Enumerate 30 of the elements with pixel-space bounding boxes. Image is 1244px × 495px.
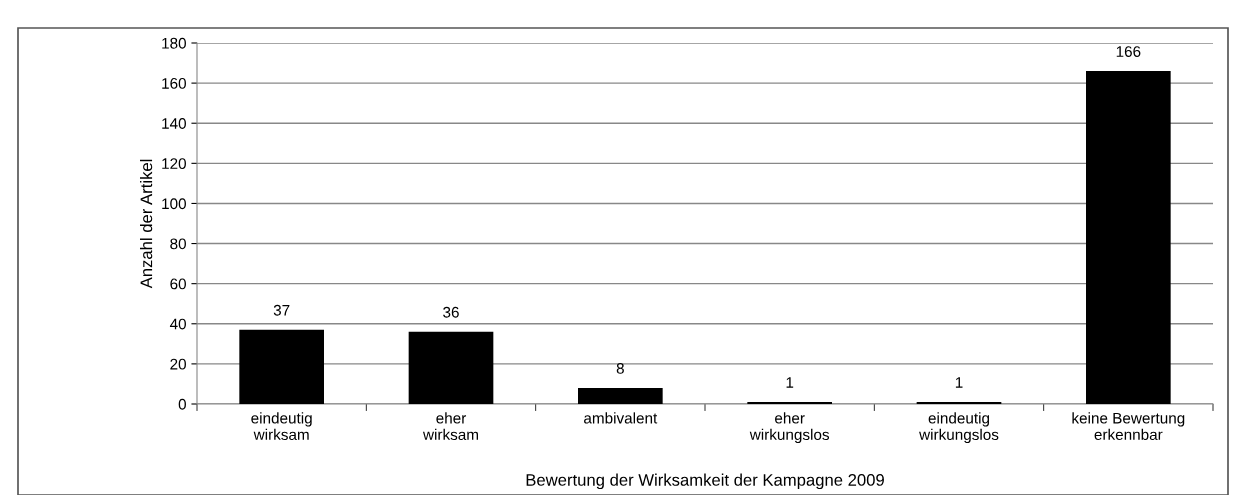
- data-label: 1: [955, 377, 963, 388]
- y-tick-label: 100: [162, 198, 186, 210]
- bar: [578, 387, 663, 404]
- x-tick-label: eher wirkungslos: [749, 412, 830, 444]
- y-tick-label: 140: [162, 118, 186, 129]
- data-label: 1: [786, 377, 794, 388]
- bar: [747, 401, 832, 404]
- y-tick-label: 0: [178, 398, 186, 410]
- y-tick-label: 60: [170, 278, 186, 290]
- data-label: 36: [443, 306, 459, 318]
- bar: [239, 329, 324, 404]
- y-tick-label: 180: [162, 37, 186, 49]
- x-tick-label: keine Bewertung erkennbar: [1072, 412, 1185, 441]
- bar: [916, 401, 1002, 404]
- y-tick-label: 20: [170, 358, 186, 370]
- x-tick-label: ambivalent: [584, 412, 658, 424]
- y-tick-label: 120: [162, 158, 186, 170]
- x-tick-label: eher wirksam: [422, 412, 478, 441]
- y-tick-label: 40: [169, 318, 186, 330]
- y-tick-label: 160: [162, 77, 186, 89]
- x-tick-label: eindeutig wirksam: [251, 412, 312, 441]
- y-tick-label: 80: [170, 238, 186, 250]
- y-axis-title: Anzahl der Artikel: [140, 159, 153, 289]
- bar: [1086, 71, 1171, 404]
- bar: [408, 331, 494, 404]
- data-label: 166: [1116, 46, 1141, 57]
- x-tick-label: eindeutig wirkungslos: [919, 412, 999, 444]
- data-label: 37: [273, 304, 290, 316]
- x-axis-title: Bewertung der Wirksamkeit der Kampagne 2009: [526, 473, 884, 490]
- data-label: 8: [616, 363, 624, 374]
